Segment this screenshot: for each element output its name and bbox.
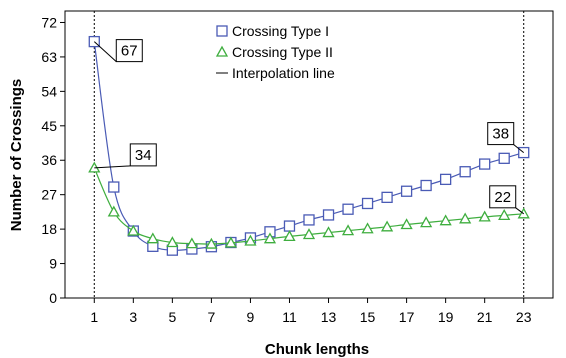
callout-label: 67 (121, 43, 138, 60)
callout-box (487, 122, 515, 146)
series-2-point (361, 222, 374, 234)
y-tick-label: 63 (41, 49, 57, 65)
callout-leader (94, 165, 131, 169)
x-tick-label: 9 (247, 309, 255, 325)
callout-label: 22 (494, 189, 511, 206)
y-tick-label: 54 (41, 83, 57, 99)
callout-leader (513, 144, 525, 153)
series-2-point (146, 232, 159, 244)
callout-leader (515, 207, 525, 215)
legend-label-1: Crossing Type I (232, 23, 329, 39)
x-tick-label: 19 (438, 309, 454, 325)
x-tick-label: 17 (399, 309, 415, 325)
callout-leader (93, 41, 117, 62)
series-1-point (459, 166, 471, 178)
series-2-point (380, 220, 394, 232)
callout-box (115, 39, 143, 63)
y-tick-label: 9 (49, 256, 57, 272)
series-2-point (341, 224, 355, 236)
y-axis: 0 9 18 27 36 45 54 63 72 (41, 14, 65, 306)
series-1-point (303, 214, 315, 226)
series-1-point (479, 158, 491, 170)
series-1-point (322, 209, 335, 221)
series-2-point (107, 205, 120, 217)
series-2-point (420, 216, 433, 228)
series-2-point (400, 218, 413, 230)
series-2-point (439, 214, 452, 226)
x-tick-label: 23 (516, 309, 532, 325)
series-1-point (420, 179, 432, 192)
series-2-point (166, 236, 179, 248)
y-tick-label: 0 (49, 290, 57, 306)
callout-layer: 67 34 38 22 (93, 39, 525, 215)
series-1-point (361, 197, 374, 210)
x-tick-label: 15 (360, 309, 376, 325)
series-2-point (224, 236, 238, 248)
y-axis-title: Number of Crossings (8, 79, 25, 232)
series-1-point (439, 173, 452, 186)
series-2-point (263, 232, 277, 244)
series-1-point (498, 152, 510, 164)
x-tick-label: 13 (321, 309, 337, 325)
x-tick-label: 5 (168, 309, 176, 325)
x-axis: 1 3 5 7 9 11 13 15 17 19 21 23 (90, 298, 532, 325)
series-2-point (127, 224, 140, 236)
callout-box (489, 185, 517, 209)
y-tick-label: 27 (41, 187, 57, 203)
plot-frame (64, 10, 554, 299)
x-tick-label: 7 (208, 309, 216, 325)
callout-box (129, 143, 157, 167)
legend-label-interpolation: Interpolation line (232, 65, 335, 81)
legend: Crossing Type I Crossing Type II Interpola… (215, 23, 335, 81)
x-axis-title: Chunk lengths (265, 341, 369, 358)
series-2-point (498, 209, 511, 220)
x-tick-label: 3 (129, 309, 137, 325)
legend-marker-triangle (215, 45, 229, 57)
series-2-point (302, 228, 316, 240)
plot-border (64, 10, 554, 299)
series-1-point (400, 185, 413, 197)
series-2-point (185, 237, 198, 249)
y-tick-label: 18 (41, 221, 57, 237)
x-tick-label: 11 (282, 309, 297, 325)
series-2-point (283, 230, 296, 242)
series-1-point (342, 203, 354, 215)
y-tick-label: 36 (41, 152, 57, 168)
y-tick-label: 72 (41, 14, 57, 30)
series-1-point (108, 181, 120, 193)
series-1-point (283, 220, 296, 232)
legend-marker-square (216, 25, 228, 37)
series-2-point (322, 226, 335, 238)
y-tick-label: 45 (41, 118, 57, 134)
series-2-point (205, 237, 218, 249)
series-1-point (381, 191, 393, 204)
series-2-point (478, 210, 491, 222)
x-tick-label: 21 (477, 309, 493, 325)
series-2-point (244, 234, 257, 246)
series-2-point (459, 212, 472, 224)
callout-label: 38 (492, 126, 509, 143)
legend-label-2: Crossing Type II (232, 44, 333, 60)
callout-label: 34 (135, 147, 152, 164)
x-tick-label: 1 (90, 309, 98, 325)
